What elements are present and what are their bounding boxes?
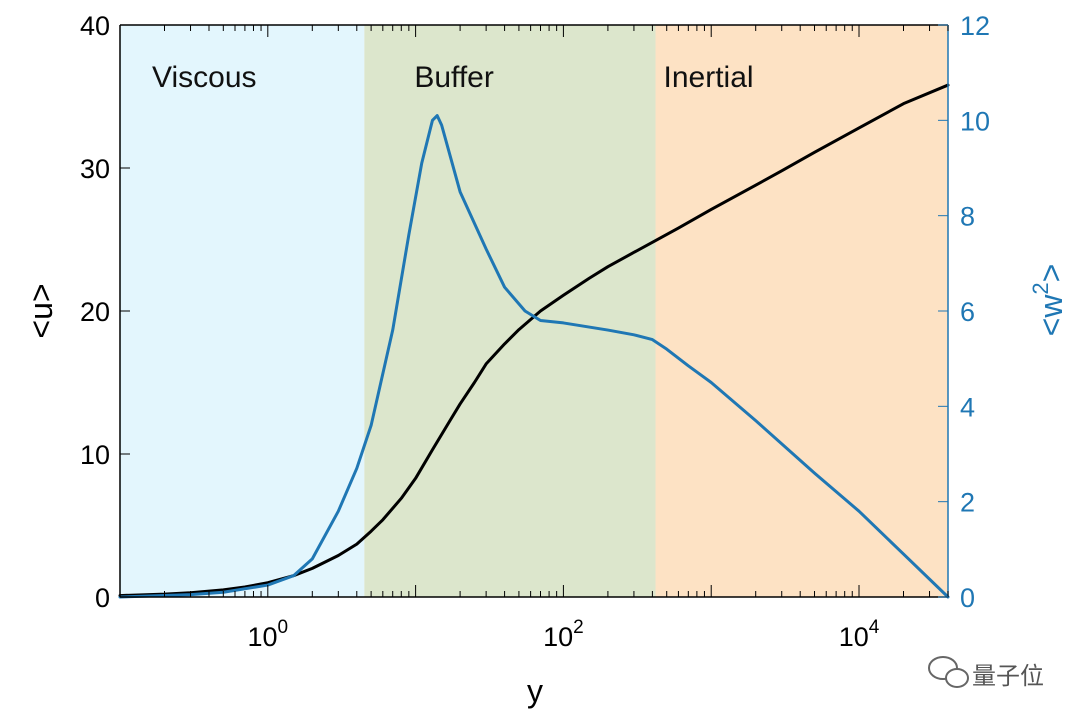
region-label-inertial: Inertial (664, 61, 754, 94)
y-left-tick-label: 0 (95, 583, 110, 613)
region-buffer (364, 25, 656, 597)
y-left-tick-label: 30 (80, 154, 110, 184)
y-left-tick-label: 10 (80, 440, 110, 470)
wechat-icon (928, 656, 969, 688)
x-tick-label: 104 (839, 617, 880, 652)
y-left-tick-label: 20 (80, 297, 110, 327)
y-axis-right-title-superscript: 2 (1028, 282, 1053, 294)
y-right-tick-label: 4 (960, 392, 975, 422)
y-right-tick-label: 0 (960, 583, 975, 613)
y-right-tick-label: 2 (960, 488, 975, 518)
y-right-tick-label: 8 (960, 202, 975, 232)
ticks: 100 102 104 0 10 20 30 40 0 2 4 6 8 10 12 (80, 11, 990, 652)
y-right-tick-label: 6 (960, 297, 975, 327)
data-series (118, 83, 950, 599)
series-line-w2 (118, 114, 950, 599)
watermark-text: 量子位 (972, 662, 1044, 690)
background-regions (120, 25, 948, 597)
y-axis-right-title: <w2> (1028, 264, 1069, 337)
y-axis-left-title: <u> (23, 283, 59, 338)
region-labels: Viscous Buffer Inertial (152, 61, 754, 94)
y-left-tick-label: 40 (80, 11, 110, 41)
region-viscous (120, 25, 365, 597)
x-axis-title: y (527, 673, 543, 709)
x-tick-label: 100 (247, 617, 288, 652)
y-right-tick-label: 12 (960, 11, 990, 41)
y-right-tick-label: 10 (960, 106, 990, 136)
region-label-buffer: Buffer (414, 61, 494, 94)
watermark: 量子位 (928, 656, 1044, 690)
y-axis-right-title-base: <w (1033, 294, 1069, 337)
region-label-viscous: Viscous (152, 61, 257, 94)
region-inertial (655, 25, 948, 597)
x-tick-label: 102 (543, 617, 584, 652)
y-axis-right-title-suffix: > (1033, 264, 1069, 283)
